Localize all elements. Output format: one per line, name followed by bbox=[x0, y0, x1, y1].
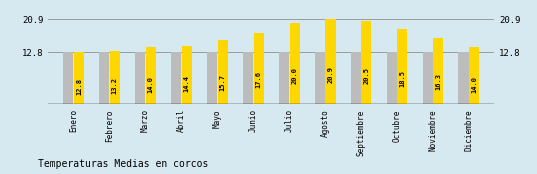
Bar bbox=[387, 52, 397, 104]
Bar bbox=[469, 47, 480, 104]
Bar bbox=[361, 21, 372, 104]
Text: 14.4: 14.4 bbox=[184, 75, 190, 92]
Text: 18.5: 18.5 bbox=[400, 70, 405, 86]
Bar bbox=[253, 33, 264, 104]
Bar bbox=[459, 52, 468, 104]
Text: 15.7: 15.7 bbox=[220, 74, 226, 90]
Bar bbox=[315, 52, 325, 104]
Bar bbox=[433, 38, 444, 104]
Bar bbox=[351, 52, 361, 104]
Bar bbox=[63, 52, 73, 104]
Bar bbox=[217, 41, 228, 104]
Bar bbox=[325, 19, 336, 104]
Bar bbox=[171, 52, 181, 104]
Bar bbox=[207, 52, 217, 104]
Bar bbox=[74, 52, 84, 104]
Text: 17.6: 17.6 bbox=[256, 71, 262, 88]
Text: 14.0: 14.0 bbox=[471, 76, 477, 93]
Bar bbox=[243, 52, 253, 104]
Text: 14.0: 14.0 bbox=[148, 76, 154, 93]
Text: 20.0: 20.0 bbox=[292, 67, 297, 84]
Text: 12.8: 12.8 bbox=[76, 78, 82, 95]
Bar bbox=[279, 52, 289, 104]
Bar bbox=[99, 52, 109, 104]
Bar bbox=[146, 47, 156, 104]
Text: 20.5: 20.5 bbox=[364, 67, 369, 84]
Text: 20.9: 20.9 bbox=[328, 66, 333, 83]
Bar bbox=[397, 29, 408, 104]
Text: 16.3: 16.3 bbox=[436, 73, 441, 90]
Bar bbox=[110, 51, 120, 104]
Text: 13.2: 13.2 bbox=[112, 77, 118, 94]
Bar bbox=[289, 23, 300, 104]
Text: Temperaturas Medias en corcos: Temperaturas Medias en corcos bbox=[38, 159, 208, 169]
Bar bbox=[135, 52, 145, 104]
Bar bbox=[182, 46, 192, 104]
Bar bbox=[423, 52, 433, 104]
